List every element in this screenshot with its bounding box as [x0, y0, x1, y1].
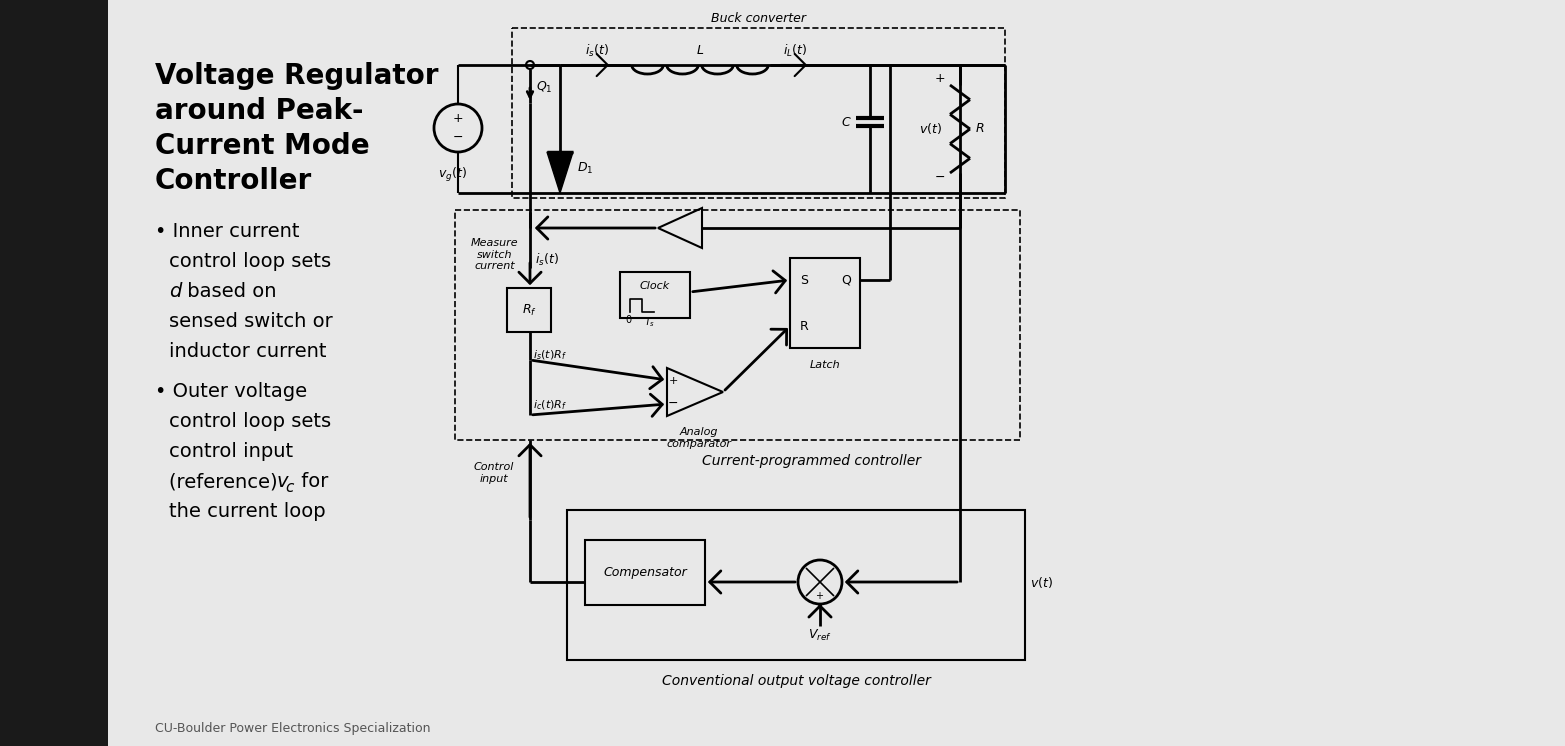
- Text: Compensator: Compensator: [603, 566, 687, 579]
- Text: Voltage Regulator: Voltage Regulator: [155, 62, 438, 90]
- Text: $i_s(t)$: $i_s(t)$: [585, 43, 609, 59]
- Bar: [0, 0, 108, 746]
- Text: $Q_1$: $Q_1$: [535, 80, 552, 95]
- Text: c: c: [285, 480, 293, 495]
- Text: Current Mode: Current Mode: [155, 132, 369, 160]
- Text: L: L: [696, 45, 704, 57]
- Text: Buck converter: Buck converter: [711, 11, 806, 25]
- Text: $V_{ref}$: $V_{ref}$: [808, 628, 833, 643]
- Text: based on: based on: [182, 282, 277, 301]
- Text: CU-Boulder Power Electronics Specialization: CU-Boulder Power Electronics Specializat…: [155, 722, 430, 735]
- Bar: [507, 288, 551, 332]
- Text: $i_L(t)$: $i_L(t)$: [782, 43, 808, 59]
- Text: $v_g(t)$: $v_g(t)$: [438, 166, 466, 184]
- Text: R: R: [977, 122, 984, 136]
- Text: the current loop: the current loop: [169, 502, 326, 521]
- Text: d: d: [169, 282, 182, 301]
- Text: control input: control input: [169, 442, 293, 461]
- Text: Q: Q: [840, 274, 851, 286]
- Text: • Inner current: • Inner current: [155, 222, 299, 241]
- Bar: [585, 540, 704, 605]
- Text: +: +: [815, 591, 823, 601]
- Text: +: +: [452, 113, 463, 125]
- Bar: [567, 510, 1025, 660]
- Text: C: C: [842, 116, 850, 128]
- Text: S: S: [800, 274, 808, 286]
- Text: (reference): (reference): [169, 472, 283, 491]
- Text: for: for: [294, 472, 329, 491]
- Text: Measure
switch
current: Measure switch current: [471, 238, 520, 272]
- Text: $T_s$: $T_s$: [645, 315, 656, 329]
- Text: R: R: [800, 319, 809, 333]
- Text: $i_c(t)R_f$: $i_c(t)R_f$: [534, 398, 567, 412]
- Text: −: −: [452, 131, 463, 143]
- Text: 0: 0: [624, 315, 631, 325]
- Text: inductor current: inductor current: [169, 342, 327, 361]
- Text: Control
input: Control input: [474, 462, 515, 483]
- Text: control loop sets: control loop sets: [169, 412, 332, 431]
- Text: sensed switch or: sensed switch or: [169, 312, 333, 331]
- Bar: [512, 28, 1005, 198]
- Text: +: +: [668, 376, 678, 386]
- Text: around Peak-: around Peak-: [155, 97, 363, 125]
- Text: • Outer voltage: • Outer voltage: [155, 382, 307, 401]
- Text: Conventional output voltage controller: Conventional output voltage controller: [662, 674, 931, 688]
- Text: $i_s(t)R_f$: $i_s(t)R_f$: [534, 348, 567, 362]
- Bar: [790, 258, 861, 348]
- Polygon shape: [548, 152, 573, 193]
- Text: Current-programmed controller: Current-programmed controller: [701, 454, 920, 468]
- Text: Latch: Latch: [809, 360, 840, 370]
- Text: $D_1$: $D_1$: [577, 160, 593, 175]
- Text: v: v: [277, 472, 288, 491]
- Text: $i_s(t)$: $i_s(t)$: [535, 252, 559, 268]
- Bar: [620, 272, 690, 318]
- Text: $v(t)$: $v(t)$: [919, 122, 942, 137]
- Text: control loop sets: control loop sets: [169, 252, 332, 271]
- Text: −: −: [934, 171, 945, 184]
- Text: −: −: [668, 397, 678, 410]
- Bar: [455, 210, 1020, 440]
- Text: Analog
comparator: Analog comparator: [667, 427, 731, 448]
- Text: Clock: Clock: [640, 281, 670, 291]
- Text: Controller: Controller: [155, 167, 313, 195]
- Text: +: +: [934, 72, 945, 86]
- Text: $v(t)$: $v(t)$: [1030, 574, 1053, 589]
- Text: $R_f$: $R_f$: [521, 302, 537, 318]
